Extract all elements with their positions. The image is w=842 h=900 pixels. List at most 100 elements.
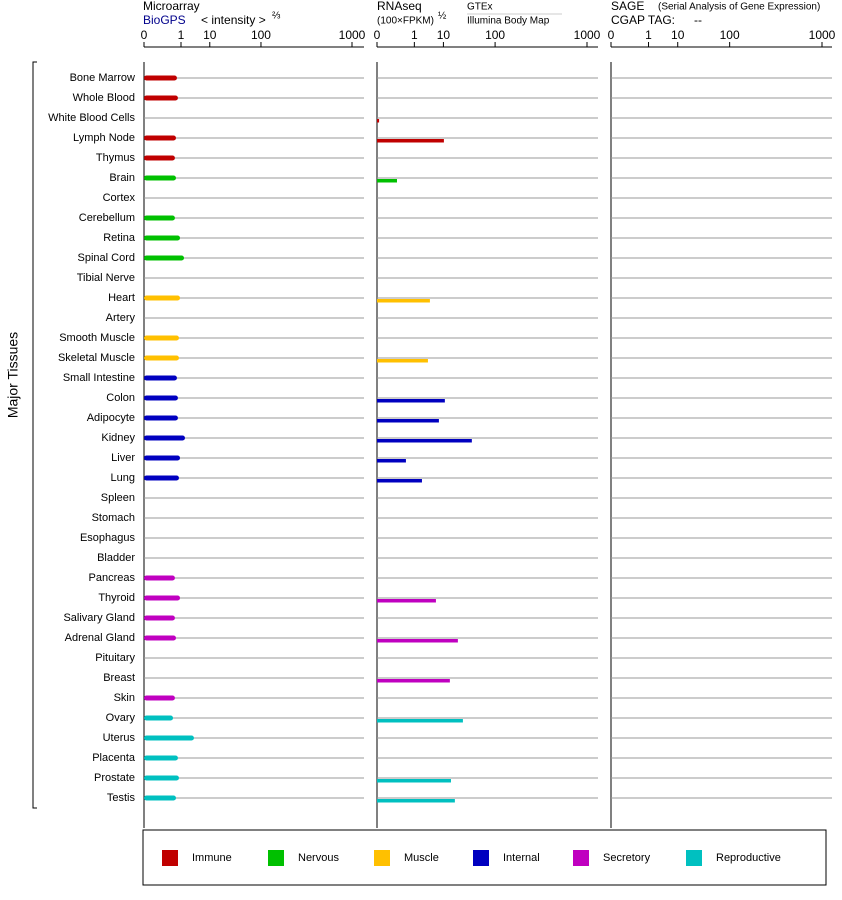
bar: [144, 715, 174, 721]
bar: [144, 235, 181, 241]
unit-exponent: ½: [438, 11, 447, 22]
bar: [144, 475, 179, 481]
bar: [377, 479, 422, 483]
unit: (100×FPKM): [377, 16, 434, 27]
tissue-label: Colon: [106, 392, 135, 404]
panel-title: SAGE: [611, 0, 644, 13]
legend-swatch: [268, 850, 284, 866]
tissue-label: Uterus: [103, 732, 136, 744]
bar: [144, 635, 176, 641]
bar: [144, 695, 175, 701]
bar: [144, 775, 179, 781]
x-tick-label: 1: [178, 28, 185, 42]
source: GTEx: [467, 2, 493, 13]
x-tick-label: 100: [485, 28, 505, 42]
unit-exponent: ⅔: [272, 11, 281, 22]
x-tick-label: 10: [437, 28, 451, 42]
tissue-label: Pituitary: [95, 652, 135, 664]
tissue-label: Thyroid: [98, 592, 135, 604]
legend-swatch: [473, 850, 489, 866]
tissue-label: Skin: [114, 692, 135, 704]
bar: [144, 95, 178, 101]
bar: [144, 175, 176, 181]
tissue-label: Tibial Nerve: [77, 272, 135, 284]
legend-label: Reproductive: [716, 852, 781, 864]
bar: [144, 575, 175, 581]
x-tick-label: 1000: [339, 28, 366, 42]
x-tick-label: 1: [645, 28, 652, 42]
bar: [144, 155, 175, 161]
x-tick-label: 10: [203, 28, 217, 42]
tissue-label: Kidney: [101, 432, 135, 444]
tissue-label: Adrenal Gland: [65, 632, 135, 644]
tissue-label: Breast: [103, 672, 135, 684]
bar: [377, 799, 455, 803]
bar: [144, 75, 177, 81]
tissue-label: Skeletal Muscle: [58, 352, 135, 364]
bracket: [32, 61, 37, 809]
bar: [377, 299, 430, 303]
x-tick-label: 1: [411, 28, 418, 42]
bar: [144, 455, 181, 461]
tissue-label: Spleen: [101, 492, 135, 504]
tissue-label: Artery: [106, 312, 136, 324]
tissue-label: Pancreas: [89, 572, 136, 584]
bar: [144, 595, 181, 601]
tissue-label: Bladder: [97, 552, 135, 564]
tissue-label: White Blood Cells: [48, 112, 135, 124]
legend-box: [142, 829, 827, 886]
legend-label: Immune: [192, 852, 232, 864]
bar: [377, 599, 436, 603]
bar: [377, 419, 439, 423]
bar: [377, 359, 428, 363]
tissue-label: Stomach: [92, 512, 135, 524]
tissue-label: Adipocyte: [87, 412, 135, 424]
tissue-label: Cortex: [103, 192, 136, 204]
legend-label: Internal: [503, 852, 540, 864]
tissue-label: Esophagus: [80, 532, 136, 544]
x-tick-label: 1000: [809, 28, 836, 42]
tissue-label: Placenta: [92, 752, 136, 764]
panel-title: Microarray: [143, 0, 200, 13]
tissue-label: Bone Marrow: [70, 72, 135, 84]
tissue-label: Retina: [103, 232, 136, 244]
bar: [144, 415, 178, 421]
legend-swatch: [162, 850, 178, 866]
subtitle: (Serial Analysis of Gene Expression): [658, 2, 820, 13]
x-tick-label: 0: [608, 28, 615, 42]
tissue-label: Liver: [111, 452, 135, 464]
tissue-label: Cerebellum: [79, 212, 135, 224]
bar: [144, 755, 178, 761]
source: BioGPS: [143, 13, 186, 27]
x-tick-label: 100: [251, 28, 271, 42]
tissue-label: Heart: [108, 292, 135, 304]
x-tick-label: 0: [374, 28, 381, 42]
x-tick-label: 100: [720, 28, 740, 42]
tissue-label: Lung: [111, 472, 135, 484]
x-tick-label: 10: [671, 28, 685, 42]
bar: [144, 735, 194, 741]
x-tick-label: 1000: [574, 28, 601, 42]
bar: [144, 255, 185, 261]
tag-label: CGAP TAG:: [611, 13, 675, 27]
bar: [144, 335, 179, 341]
source: Illumina Body Map: [467, 16, 550, 27]
tissue-label: Smooth Muscle: [59, 332, 135, 344]
bar: [144, 615, 175, 621]
bar: [377, 639, 458, 643]
bar: [377, 719, 463, 723]
tissue-label: Testis: [107, 792, 136, 804]
tissue-label: Small Intestine: [63, 372, 135, 384]
bar: [377, 439, 472, 443]
x-tick-label: 0: [141, 28, 148, 42]
group-label: Major Tissues: [5, 332, 21, 418]
legend-swatch: [374, 850, 390, 866]
bar: [144, 295, 181, 301]
bar: [144, 795, 176, 801]
legend-swatch: [686, 850, 702, 866]
legend-label: Secretory: [603, 852, 651, 864]
tissue-label: Brain: [109, 172, 135, 184]
tissue-label: Prostate: [94, 772, 135, 784]
tissue-label: Spinal Cord: [78, 252, 135, 264]
bar: [377, 459, 406, 463]
